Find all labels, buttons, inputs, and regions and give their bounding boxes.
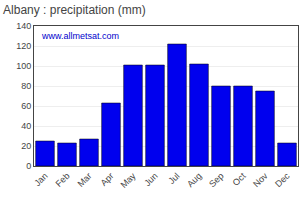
svg-text:Albany : precipitation (mm): Albany : precipitation (mm) bbox=[3, 3, 146, 17]
svg-text:80: 80 bbox=[21, 81, 31, 91]
svg-text:140: 140 bbox=[16, 21, 31, 31]
svg-text:40: 40 bbox=[21, 121, 31, 131]
svg-text:100: 100 bbox=[16, 61, 31, 71]
svg-text:0: 0 bbox=[26, 161, 31, 171]
svg-text:Feb: Feb bbox=[54, 171, 72, 189]
svg-text:20: 20 bbox=[21, 141, 31, 151]
svg-text:Jul: Jul bbox=[166, 171, 181, 186]
svg-text:120: 120 bbox=[16, 41, 31, 51]
svg-text:Mar: Mar bbox=[76, 171, 94, 189]
svg-text:www.allmetsat.com: www.allmetsat.com bbox=[41, 31, 119, 41]
svg-text:Aug: Aug bbox=[185, 171, 203, 189]
svg-text:Jan: Jan bbox=[32, 171, 49, 188]
svg-text:May: May bbox=[118, 170, 137, 189]
svg-text:Dec: Dec bbox=[273, 170, 292, 189]
svg-text:Apr: Apr bbox=[99, 171, 116, 188]
svg-text:Oct: Oct bbox=[231, 170, 248, 187]
svg-text:Jun: Jun bbox=[142, 171, 159, 188]
svg-text:60: 60 bbox=[21, 101, 31, 111]
svg-text:Nov: Nov bbox=[251, 170, 270, 189]
svg-text:Sep: Sep bbox=[207, 171, 225, 189]
